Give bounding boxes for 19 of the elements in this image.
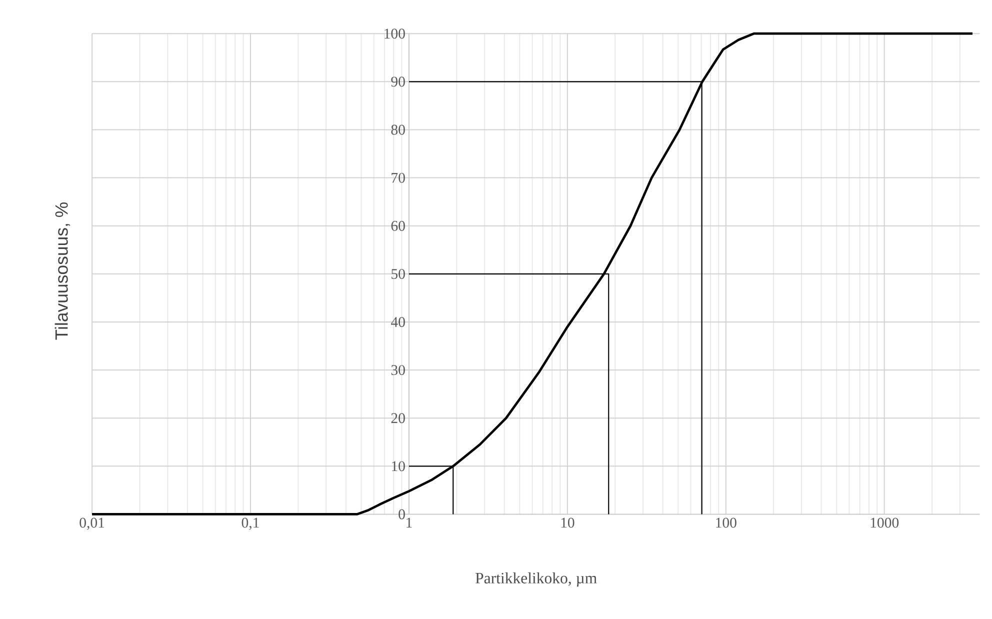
y-tick-label: 40 [391,316,405,327]
y-tick-label: 80 [391,124,405,135]
x-axis-title: Partikkelikoko, µm [476,572,597,587]
x-tick-label: 10 [561,518,574,528]
y-tick-label: 20 [391,413,405,424]
x-tick-label: 100 [716,518,736,528]
y-tick-label: 100 [384,28,405,39]
y-tick-label: 70 [392,172,405,183]
y-axis-title: Tilavuusosuus, % [54,202,70,340]
x-tick-label: 1 [406,518,412,528]
x-tick-label: 1000 [870,518,899,528]
x-tick-label: 0,1 [242,518,259,530]
y-tick-label: 90 [391,76,405,87]
y-tick-label: 0 [398,509,405,520]
x-tick-label: 0,01 [80,518,104,530]
y-tick-label: 50 [392,268,405,279]
y-tick-label: 10 [392,461,405,472]
y-tick-label: 60 [391,220,405,231]
y-tick-label: 30 [391,365,405,376]
